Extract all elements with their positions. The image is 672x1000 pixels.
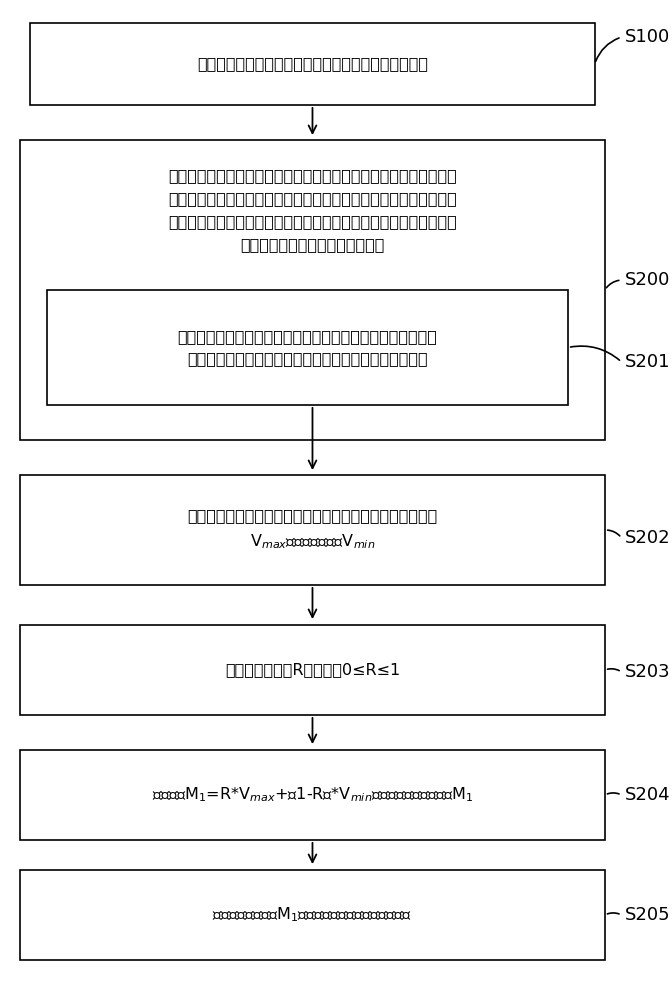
Text: 获取当前滤波周期中的驱动模式和车速以及滤波前分配的电机
请求扭矩，并获取上一滤波周期中滤波后的电机输出扭矩: 获取当前滤波周期中的驱动模式和车速以及滤波前分配的电机 请求扭矩，并获取上一滤波… [177, 329, 437, 366]
Text: S205: S205 [625, 906, 671, 924]
Text: S204: S204 [625, 786, 671, 804]
FancyArrowPatch shape [607, 793, 619, 794]
Bar [47, 290, 568, 405]
FancyArrowPatch shape [606, 280, 619, 288]
Bar [20, 475, 605, 585]
Text: 确定车辆的当前工况，当前工况包括制动能量回收工况: 确定车辆的当前工况，当前工况包括制动能量回收工况 [197, 56, 428, 72]
Text: 根据第一滤波梯度M$_1$对电机的电机请求扭矩进行滤波: 根据第一滤波梯度M$_1$对电机的电机请求扭矩进行滤波 [212, 906, 413, 924]
Bar [30, 23, 595, 105]
Bar [20, 870, 605, 960]
Bar [20, 750, 605, 840]
Text: S201: S201 [625, 353, 671, 371]
FancyArrowPatch shape [607, 669, 619, 671]
FancyArrowPatch shape [571, 346, 620, 360]
FancyArrowPatch shape [607, 913, 619, 914]
Text: S202: S202 [625, 529, 671, 547]
Text: 确定出插值系数R，其中，0≤R≤1: 确定出插值系数R，其中，0≤R≤1 [225, 663, 400, 678]
Text: S100: S100 [625, 28, 670, 46]
Bar [20, 140, 605, 440]
Text: 按照公式M$_1$=R*V$_{max}$+（1-R）*V$_{min}$计算获得第一滤波梯度M$_1$: 按照公式M$_1$=R*V$_{max}$+（1-R）*V$_{min}$计算获… [152, 786, 473, 804]
Text: 根据车辆的当前工况从多个预设的滤波策略中选择出与该当前工况对
应的滤波策略，以对电机的电机请求扭矩进行滤波，其中，在车辆的
当前工况不为制动能量回收工况时，选择: 根据车辆的当前工况从多个预设的滤波策略中选择出与该当前工况对 应的滤波策略，以对… [168, 168, 457, 252]
Bar [20, 625, 605, 715]
FancyArrowPatch shape [607, 530, 620, 536]
Text: S200: S200 [625, 271, 671, 289]
FancyArrowPatch shape [595, 38, 619, 61]
Text: S203: S203 [625, 663, 671, 681]
Text: 根据驱动模式、电机输出扭矩以及车速确定出最大滤波速率
V$_{max}$和最小滤波速率V$_{min}$: 根据驱动模式、电机输出扭矩以及车速确定出最大滤波速率 V$_{max}$和最小滤… [187, 509, 437, 551]
